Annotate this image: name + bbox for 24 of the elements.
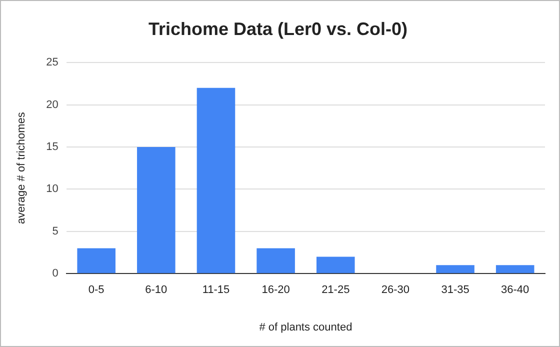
y-tick-label: 5 xyxy=(52,225,58,238)
chart-title: Trichome Data (Ler0 vs. Col-0) xyxy=(148,18,408,39)
bar xyxy=(256,248,295,274)
bar xyxy=(436,265,474,274)
bar xyxy=(496,265,534,274)
x-axis-title: # of plants counted xyxy=(259,321,352,334)
y-axis-title: average # of trichomes xyxy=(16,112,28,224)
y-tick-label: 20 xyxy=(46,98,58,111)
y-tick-label: 10 xyxy=(46,183,58,196)
bar xyxy=(316,256,355,274)
x-tick-label: 31-35 xyxy=(441,284,470,296)
bar xyxy=(196,88,236,274)
x-tick-label: 36-40 xyxy=(501,284,530,296)
y-tick-label: 0 xyxy=(52,268,58,280)
x-tick-label: 26-30 xyxy=(381,284,410,296)
x-tick-label: 0-5 xyxy=(88,284,104,296)
x-tick-label: 16-20 xyxy=(262,284,290,296)
y-tick-label: 25 xyxy=(46,56,58,69)
bar xyxy=(77,248,116,274)
y-tick-label: 15 xyxy=(46,141,58,154)
x-tick-label: 21-25 xyxy=(322,284,350,296)
x-tick-label: 11-15 xyxy=(202,284,230,296)
bar xyxy=(137,147,176,274)
x-tick-label: 6-10 xyxy=(145,284,168,296)
